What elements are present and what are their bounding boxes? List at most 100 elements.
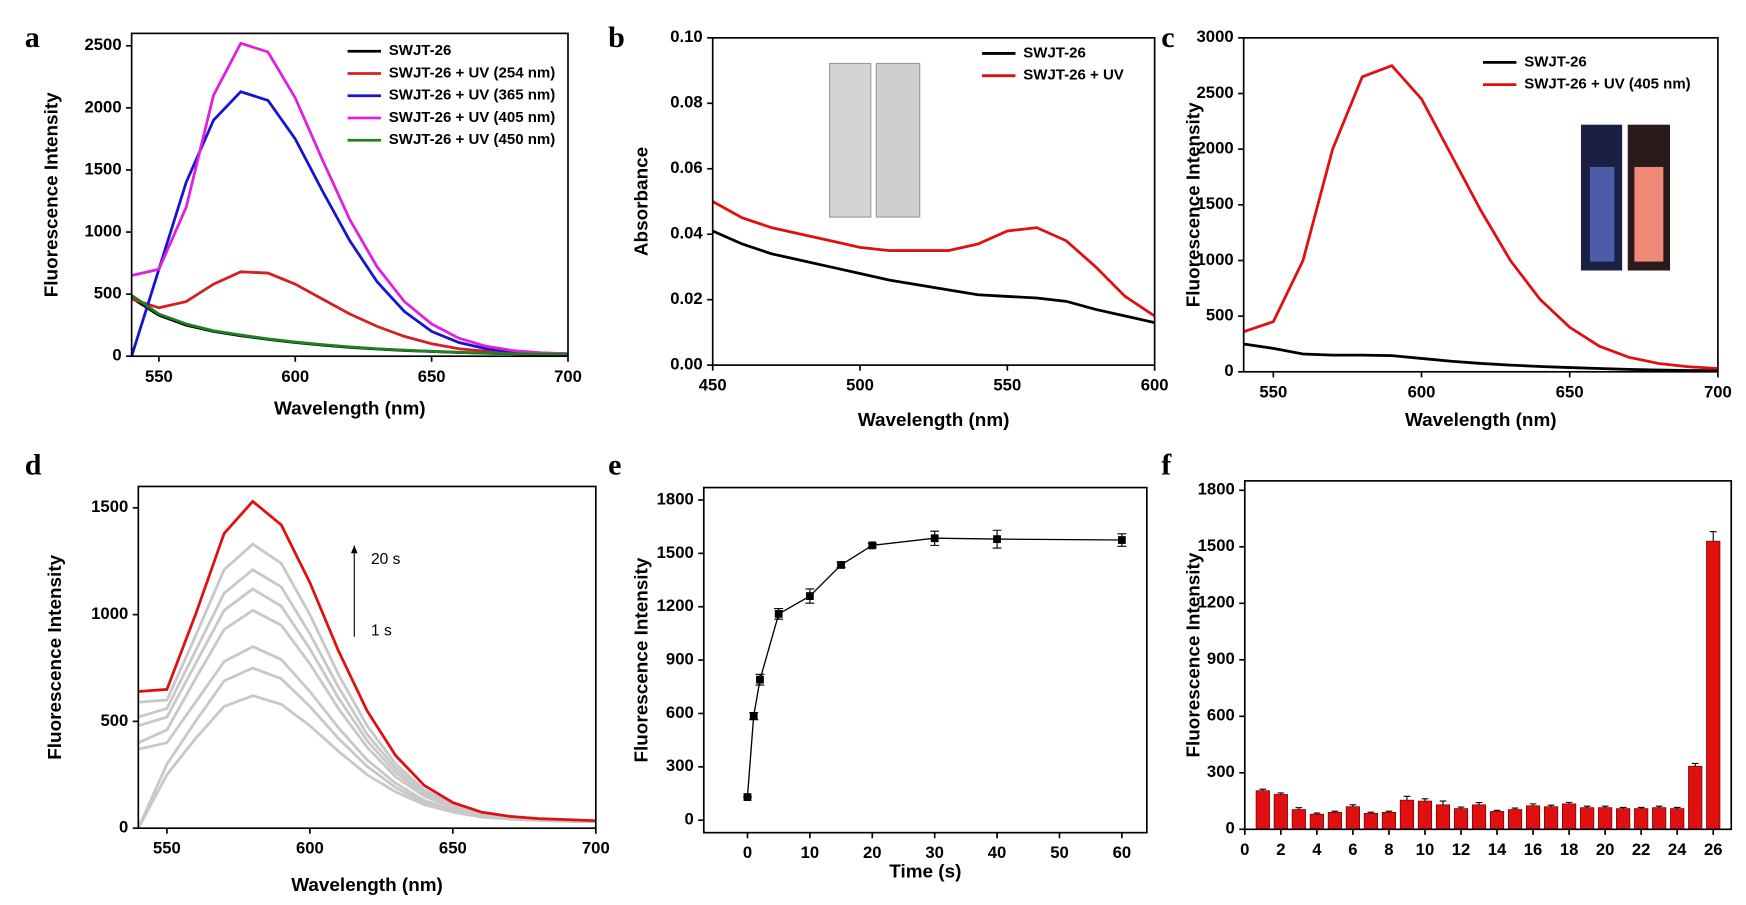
bar xyxy=(1489,811,1505,830)
x-tick-label: 650 xyxy=(1556,382,1584,401)
x-tick-label: 500 xyxy=(846,376,874,395)
legend-label: SWJT-26 xyxy=(1023,44,1086,61)
y-tick-label: 1000 xyxy=(84,221,121,240)
x-tick-label: 6 xyxy=(1348,840,1357,859)
x-axis-title: Wavelength (nm) xyxy=(1405,410,1557,431)
y-tick-label: 0 xyxy=(1225,819,1234,838)
bar xyxy=(1291,809,1306,830)
x-axis-title: Wavelength (nm) xyxy=(291,875,443,896)
x-tick-label: 40 xyxy=(988,843,1007,862)
data-point xyxy=(805,592,814,600)
error-bar xyxy=(1313,812,1321,815)
x-tick-label: 24 xyxy=(1668,840,1687,859)
y-tick-label: 1500 xyxy=(657,543,694,562)
data-point xyxy=(1117,536,1126,544)
error-bar xyxy=(1601,805,1609,808)
x-tick-label: 0 xyxy=(1240,840,1249,859)
bar xyxy=(1543,806,1559,830)
series-line xyxy=(131,41,569,356)
bar xyxy=(1399,799,1415,830)
error-bar xyxy=(1691,762,1699,767)
error-bar xyxy=(1457,806,1465,809)
y-tick-label: 0 xyxy=(112,346,121,365)
error-bar xyxy=(1295,807,1303,810)
x-tick-label: 10 xyxy=(801,843,820,862)
x-tick-label: 22 xyxy=(1632,840,1651,859)
data-point xyxy=(749,712,758,721)
error-bar xyxy=(1637,806,1645,809)
x-axis-title: Time (s) xyxy=(889,862,961,883)
bar xyxy=(1435,804,1451,830)
connecting-line xyxy=(746,537,1122,798)
y-tick-label: 1000 xyxy=(1197,250,1234,269)
x-tick-label: 450 xyxy=(699,376,727,395)
series-line xyxy=(130,90,569,357)
y-axis-title: Fluorescence Intensity xyxy=(45,554,66,759)
y-tick-label: 2000 xyxy=(84,97,121,116)
error-bar xyxy=(1493,809,1501,812)
cuvette-solution xyxy=(1634,166,1664,262)
y-tick-label: 600 xyxy=(666,703,694,722)
y-tick-label: 900 xyxy=(666,650,694,669)
cuvette xyxy=(829,62,872,218)
x-tick-label: 12 xyxy=(1452,840,1471,859)
x-tick-label: 600 xyxy=(1408,382,1436,401)
plot-frame xyxy=(1242,37,1719,373)
y-tick-label: 0 xyxy=(119,818,128,837)
x-tick-label: 10 xyxy=(1416,840,1435,859)
bar xyxy=(1255,790,1270,830)
y-tick-label: 500 xyxy=(100,711,128,730)
bar xyxy=(1345,806,1360,830)
y-axis-title: Absorbance xyxy=(632,147,653,256)
error-bar xyxy=(1421,798,1429,802)
series-line xyxy=(712,200,1156,318)
y-tick-label: 1800 xyxy=(1198,480,1235,499)
legend-label: SWJT-26 xyxy=(389,42,452,59)
plot-frame xyxy=(1243,480,1733,831)
y-tick-label: 2500 xyxy=(1197,83,1234,102)
cuvette xyxy=(875,62,921,218)
error-bar xyxy=(1583,805,1591,808)
error-bar xyxy=(1277,792,1285,795)
x-tick-label: 550 xyxy=(993,376,1021,395)
y-tick-label: 1200 xyxy=(657,596,694,615)
legend-label: SWJT-26 + UV (450 nm) xyxy=(389,131,555,148)
error-bar xyxy=(1565,801,1573,804)
bar xyxy=(1688,765,1703,830)
bar xyxy=(1417,800,1433,830)
y-tick-label: 0.04 xyxy=(670,224,703,243)
y-tick-label: 1500 xyxy=(84,159,121,178)
y-axis-title: Fluorescence Intensity xyxy=(42,92,63,297)
x-tick-label: 30 xyxy=(925,843,944,862)
bar xyxy=(1525,805,1541,830)
y-tick-label: 2000 xyxy=(1197,139,1234,158)
series-line xyxy=(1243,342,1718,373)
error-bar xyxy=(1673,806,1681,809)
bar xyxy=(1652,807,1667,830)
x-axis-title: Wavelength (nm) xyxy=(858,410,1010,431)
bar xyxy=(1273,794,1288,830)
y-axis-title: Fluorescence Intensity xyxy=(632,557,653,762)
y-tick-label: 0 xyxy=(684,810,693,829)
x-tick-label: 0 xyxy=(743,843,752,862)
y-tick-label: 0.10 xyxy=(670,27,702,46)
bar xyxy=(1363,812,1379,830)
data-point xyxy=(756,675,764,684)
plot-frame xyxy=(702,486,1148,834)
legend-label: SWJT-26 + UV (365 nm) xyxy=(389,87,555,104)
y-tick-label: 2500 xyxy=(84,35,121,54)
error-bar xyxy=(1511,807,1519,810)
error-bar xyxy=(1529,803,1537,806)
annotation: 1 s xyxy=(371,622,392,639)
y-tick-label: 600 xyxy=(1207,706,1235,725)
x-tick-label: 550 xyxy=(1259,382,1287,401)
y-tick-label: 0 xyxy=(1224,361,1233,380)
bar xyxy=(1453,808,1469,830)
series-line xyxy=(131,270,569,356)
cuvette-solution xyxy=(1589,166,1615,262)
error-bar xyxy=(1709,531,1717,542)
x-tick-label: 18 xyxy=(1560,840,1579,859)
y-tick-label: 0.00 xyxy=(670,355,702,374)
data-point xyxy=(993,535,1001,544)
panel-label: f xyxy=(1161,447,1172,481)
